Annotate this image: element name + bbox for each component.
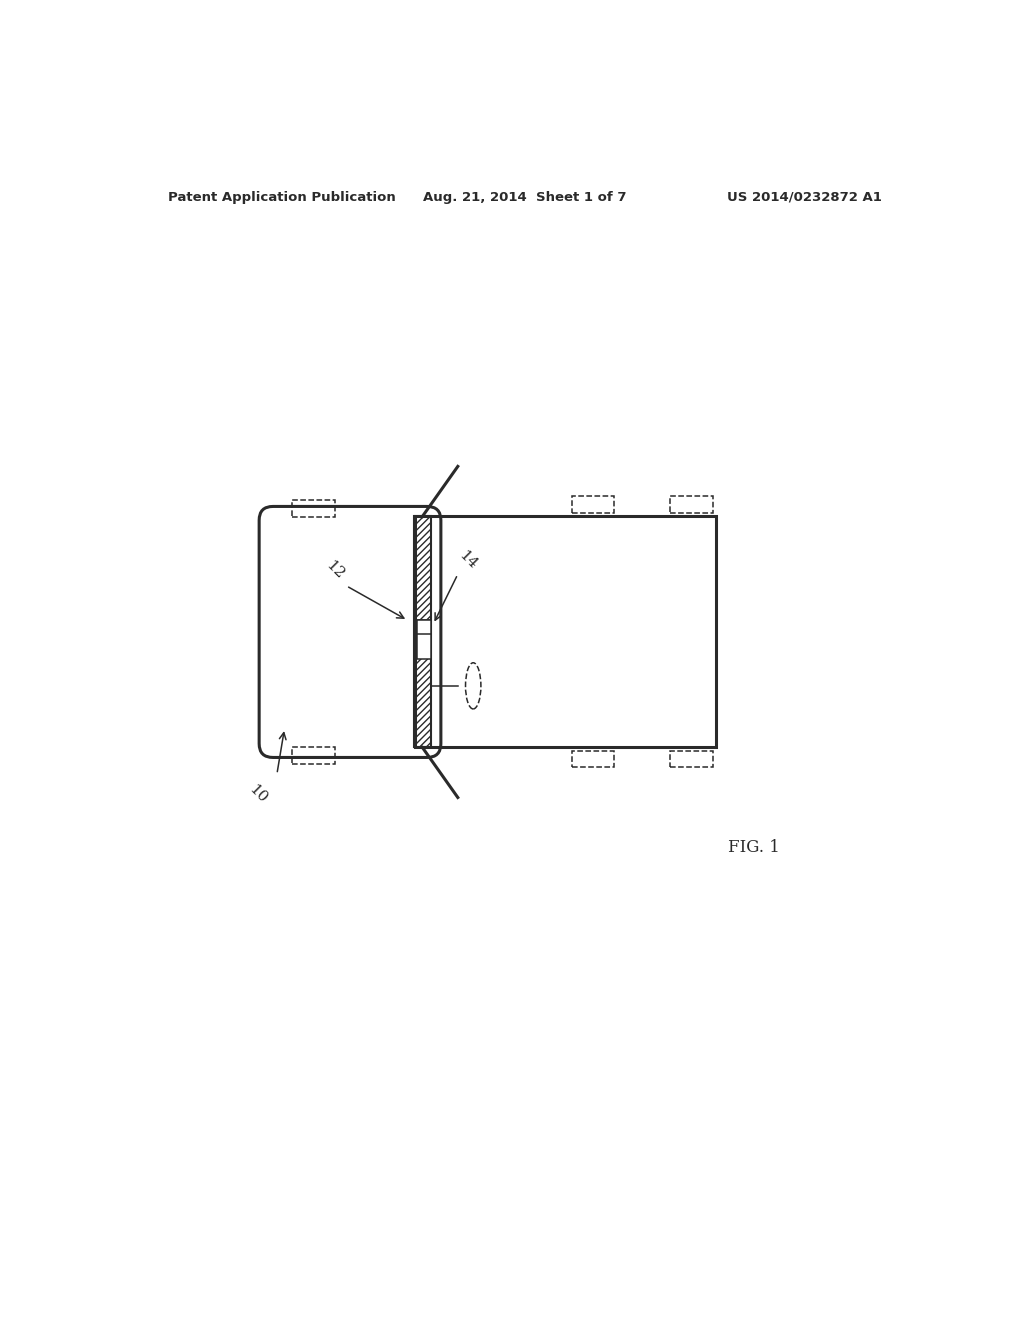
Text: 12: 12 xyxy=(323,558,346,582)
Text: US 2014/0232872 A1: US 2014/0232872 A1 xyxy=(727,191,882,203)
Bar xyxy=(417,620,431,659)
Bar xyxy=(414,516,431,747)
Bar xyxy=(671,496,713,513)
Text: Patent Application Publication: Patent Application Publication xyxy=(168,191,395,203)
Text: FIG. 1: FIG. 1 xyxy=(728,840,780,857)
Bar xyxy=(671,751,713,767)
Bar xyxy=(571,496,614,513)
Bar xyxy=(292,747,335,763)
Text: 14: 14 xyxy=(456,549,479,572)
Text: 10: 10 xyxy=(246,781,269,805)
Bar xyxy=(417,620,431,635)
Bar xyxy=(292,500,335,517)
Text: Aug. 21, 2014  Sheet 1 of 7: Aug. 21, 2014 Sheet 1 of 7 xyxy=(423,191,627,203)
Bar xyxy=(571,751,614,767)
Bar xyxy=(416,516,716,747)
